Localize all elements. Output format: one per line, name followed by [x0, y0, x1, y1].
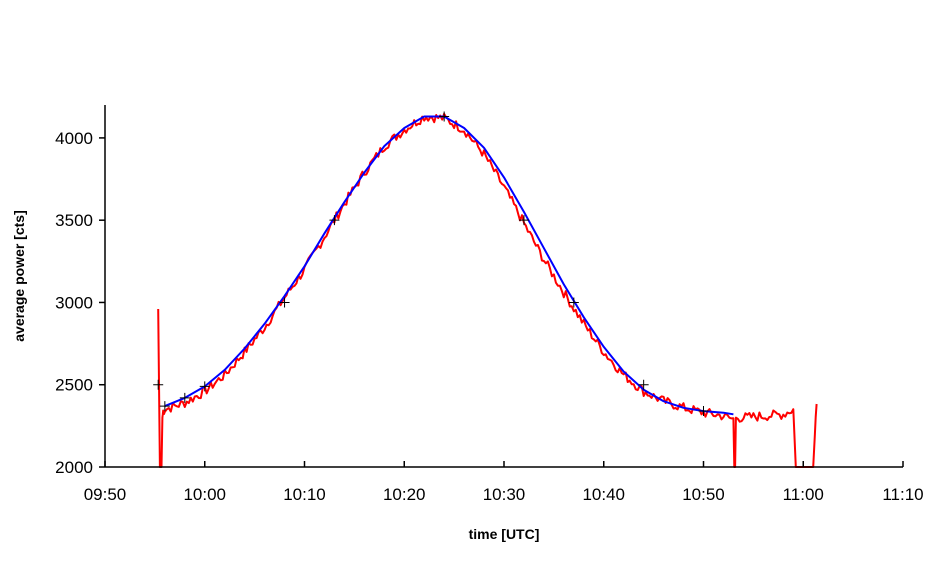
plus-marker [568, 297, 579, 308]
plus-marker [199, 381, 210, 392]
series-fit [164, 115, 734, 416]
series-line [164, 115, 734, 416]
plus-marker [439, 111, 450, 122]
plus-marker [279, 297, 290, 308]
plus-markers [153, 111, 709, 417]
x-tick-label: 10:10 [283, 485, 326, 504]
plus-marker [329, 215, 340, 226]
x-tick-label: 10:00 [183, 485, 226, 504]
x-tick-label: 09:50 [84, 485, 127, 504]
plus-marker [179, 392, 190, 403]
y-tick-label: 3000 [55, 293, 93, 312]
x-tick-label: 10:20 [383, 485, 426, 504]
x-tick-label: 10:40 [582, 485, 625, 504]
series-line [157, 112, 818, 468]
y-ticks: 2000 2500 3000 3500 4000 [55, 129, 105, 477]
x-tick-label: 11:00 [783, 485, 824, 504]
y-tick-label: 2500 [55, 376, 93, 395]
plus-marker [518, 215, 529, 226]
x-tick-label: 10:50 [682, 485, 725, 504]
x-tick-label: 11:10 [882, 485, 923, 504]
x-tick-label: 10:30 [483, 485, 526, 504]
series-measured [157, 112, 818, 468]
plus-marker [698, 406, 709, 417]
x-axis-title: time [UTC] [469, 526, 540, 542]
x-ticks: 09:50 10:00 10:10 10:20 10:30 10:40 10:50 11:00… [84, 461, 924, 504]
plot-area [153, 111, 818, 468]
y-tick-label: 4000 [55, 129, 93, 148]
y-tick-label: 2000 [55, 458, 93, 477]
plus-marker [638, 379, 649, 390]
plus-marker [153, 379, 164, 390]
plus-marker [159, 401, 170, 412]
axes: 09:50 10:00 10:10 10:20 10:30 10:40 10:50 11:00… [55, 105, 924, 504]
y-tick-label: 3500 [55, 211, 93, 230]
y-axis-title: average power [cts] [11, 210, 27, 342]
